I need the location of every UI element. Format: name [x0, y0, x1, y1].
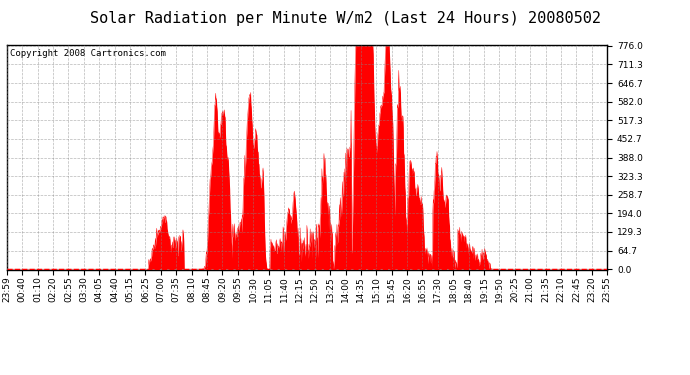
Text: Copyright 2008 Cartronics.com: Copyright 2008 Cartronics.com — [10, 50, 166, 58]
Text: Solar Radiation per Minute W/m2 (Last 24 Hours) 20080502: Solar Radiation per Minute W/m2 (Last 24… — [90, 11, 600, 26]
